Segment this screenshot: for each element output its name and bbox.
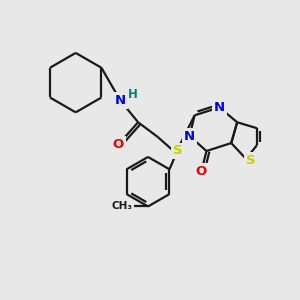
Text: O: O bbox=[113, 138, 124, 151]
Text: O: O bbox=[195, 165, 206, 178]
Text: N: N bbox=[115, 94, 126, 107]
Text: CH₃: CH₃ bbox=[112, 202, 133, 212]
Text: H: H bbox=[128, 88, 138, 101]
Text: N: N bbox=[184, 130, 195, 142]
Text: S: S bbox=[173, 145, 183, 158]
Text: N: N bbox=[214, 101, 225, 114]
Text: S: S bbox=[246, 154, 256, 167]
